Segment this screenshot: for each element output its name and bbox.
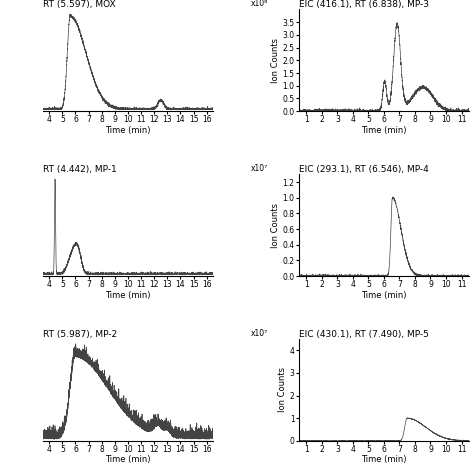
Text: EIC (293.1), RT (6.546), MP-4: EIC (293.1), RT (6.546), MP-4 — [299, 165, 428, 174]
X-axis label: Time (min): Time (min) — [361, 456, 407, 465]
Text: EIC (430.1), RT (7.490), MP-5: EIC (430.1), RT (7.490), MP-5 — [299, 330, 428, 339]
Text: x10⁷: x10⁷ — [251, 164, 268, 173]
X-axis label: Time (min): Time (min) — [361, 126, 407, 135]
X-axis label: Time (min): Time (min) — [105, 291, 151, 300]
Y-axis label: Ion Counts: Ion Counts — [278, 367, 287, 412]
Text: x10⁷: x10⁷ — [251, 329, 268, 338]
Text: EIC (416.1), RT (6.838), MP-3: EIC (416.1), RT (6.838), MP-3 — [299, 0, 428, 9]
Text: x10⁶: x10⁶ — [251, 0, 268, 9]
Text: RT (5.597), MOX: RT (5.597), MOX — [43, 0, 115, 9]
Y-axis label: Ion Counts: Ion Counts — [271, 38, 280, 83]
Text: RT (4.442), MP-1: RT (4.442), MP-1 — [43, 165, 117, 174]
X-axis label: Time (min): Time (min) — [105, 126, 151, 135]
X-axis label: Time (min): Time (min) — [105, 456, 151, 465]
Y-axis label: Ion Counts: Ion Counts — [271, 203, 280, 247]
X-axis label: Time (min): Time (min) — [361, 291, 407, 300]
Text: RT (5.987), MP-2: RT (5.987), MP-2 — [43, 330, 117, 339]
